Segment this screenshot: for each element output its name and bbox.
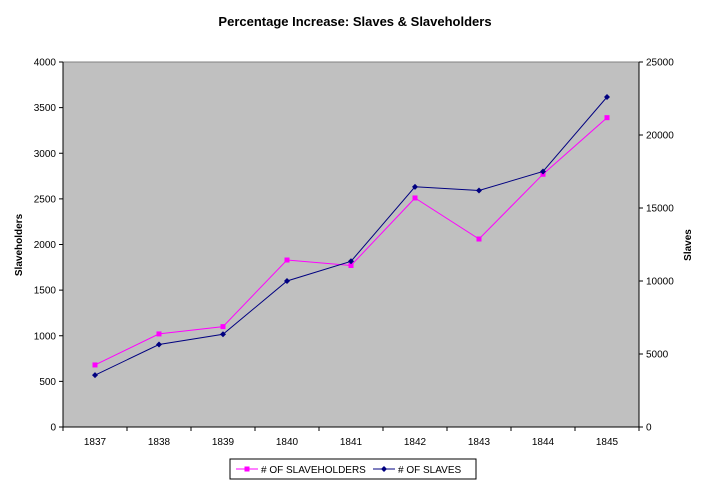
legend: # OF SLAVEHOLDERS # OF SLAVES — [229, 458, 477, 480]
data-point-slaveholders — [412, 195, 418, 201]
legend-label-slaves: # OF SLAVES — [398, 465, 462, 476]
x-tick-label: 1845 — [596, 437, 619, 448]
data-point-slaves — [156, 341, 162, 348]
x-tick-label: 1840 — [276, 437, 299, 448]
x-tick-label: 1843 — [468, 437, 491, 448]
data-point-slaves — [476, 187, 482, 194]
series-layer — [92, 94, 610, 379]
left-tick-label: 3500 — [34, 103, 57, 114]
data-point-slaveholders — [284, 257, 290, 263]
right-axis: 0 5000 10000 15000 20000 25000 — [638, 58, 674, 434]
left-tick-label: 1000 — [34, 331, 57, 342]
left-axis: 0 500 1000 1500 2000 2500 3000 3500 4000 — [34, 58, 64, 434]
right-tick-label: 25000 — [646, 58, 674, 69]
x-tick-label: 1842 — [404, 437, 427, 448]
right-tick-label: 10000 — [646, 277, 674, 288]
left-tick-label: 0 — [50, 423, 56, 434]
data-point-slaveholders — [604, 115, 610, 121]
data-point-slaveholders — [348, 262, 354, 268]
legend-box — [229, 458, 477, 480]
data-point-slaves — [412, 183, 418, 190]
left-tick-label: 3000 — [34, 149, 57, 160]
plot-area — [62, 61, 640, 428]
data-point-slaves — [284, 278, 290, 284]
data-point-slaves — [604, 94, 610, 101]
data-point-slaves — [220, 331, 226, 338]
data-point-slaves — [540, 168, 546, 175]
left-tick-label: 2000 — [34, 240, 57, 251]
left-axis-title: Slaveholders — [14, 213, 25, 276]
x-tick-label: 1841 — [340, 437, 363, 448]
data-point-slaves — [92, 372, 98, 379]
left-tick-label: 4000 — [34, 58, 57, 69]
x-tick-label: 1838 — [148, 437, 171, 448]
right-axis-title: Slaves — [683, 229, 694, 261]
chart-title: Percentage Increase: Slaves & Slaveholde… — [218, 14, 491, 29]
legend-marker-slaveholders — [244, 466, 250, 472]
data-point-slaveholders — [156, 331, 162, 337]
legend-marker-slaves — [381, 466, 387, 472]
x-tick-label: 1839 — [212, 437, 235, 448]
data-point-slaves — [348, 258, 354, 265]
data-point-slaveholders — [476, 236, 482, 242]
left-tick-label: 500 — [39, 377, 56, 388]
left-tick-label: 1500 — [34, 286, 57, 297]
x-axis: 1837 1838 1839 1840 1841 1842 1843 1844 1845 — [62, 426, 640, 448]
right-tick-label: 15000 — [646, 204, 674, 215]
legend-label-slaveholders: # OF SLAVEHOLDERS — [261, 465, 366, 476]
right-tick-label: 20000 — [646, 131, 674, 142]
data-point-slaveholders — [220, 324, 226, 330]
left-tick-label: 2500 — [34, 194, 57, 205]
right-tick-label: 5000 — [646, 350, 669, 361]
x-tick-label: 1844 — [532, 437, 555, 448]
right-tick-label: 0 — [646, 423, 652, 434]
data-point-slaveholders — [92, 362, 98, 368]
x-tick-label: 1837 — [84, 437, 107, 448]
